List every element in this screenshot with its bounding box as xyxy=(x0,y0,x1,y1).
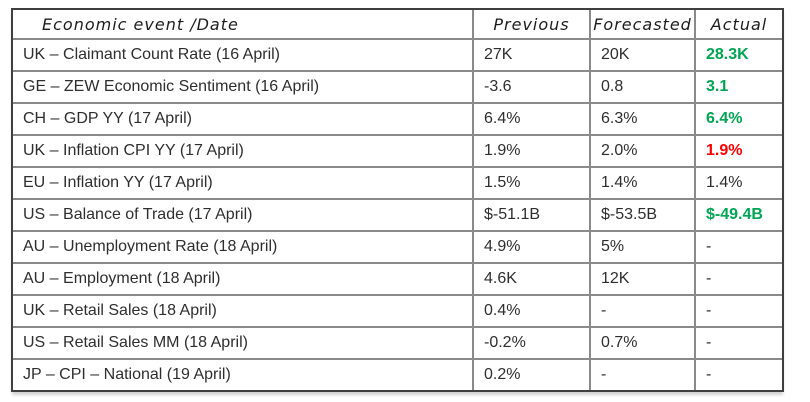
previous-cell: -3.6 xyxy=(473,71,591,104)
table-row: CH – GDP YY (17 April) 6.4% 6.3% 6.4% xyxy=(13,103,782,136)
table-row: UK – Claimant Count Rate (16 April) 27K … xyxy=(13,39,782,72)
forecasted-cell: 2.0% xyxy=(590,135,696,168)
economic-calendar-table: Economic event /Date Previous Forecasted… xyxy=(11,8,784,392)
previous-cell: 1.9% xyxy=(473,135,591,168)
previous-cell: 27K xyxy=(473,39,591,72)
economic-events-table: Economic event /Date Previous Forecasted… xyxy=(13,10,782,390)
table-row: AU – Unemployment Rate (18 April) 4.9% 5… xyxy=(13,231,782,264)
event-cell: JP – CPI – National (19 April) xyxy=(13,359,474,390)
previous-cell: 4.6K xyxy=(473,263,591,296)
table-row: UK – Retail Sales (18 April) 0.4% - - xyxy=(13,295,782,328)
previous-cell: $-51.1B xyxy=(473,199,591,232)
event-cell: UK – Claimant Count Rate (16 April) xyxy=(13,39,474,72)
actual-cell: 1.9% xyxy=(695,135,782,168)
actual-cell: - xyxy=(695,231,782,264)
table-row: AU – Employment (18 April) 4.6K 12K - xyxy=(13,263,782,296)
actual-cell: 3.1 xyxy=(695,71,782,104)
event-cell: US – Balance of Trade (17 April) xyxy=(13,199,474,232)
actual-cell: 28.3K xyxy=(695,39,782,72)
previous-cell: 0.4% xyxy=(473,295,591,328)
event-cell: US – Retail Sales MM (18 April) xyxy=(13,327,474,360)
forecasted-cell: 20K xyxy=(590,39,696,72)
forecasted-cell: 0.7% xyxy=(590,327,696,360)
actual-cell: $-49.4B xyxy=(695,199,782,232)
event-cell: AU – Employment (18 April) xyxy=(13,263,474,296)
previous-cell: 1.5% xyxy=(473,167,591,200)
header-row: Economic event /Date Previous Forecasted… xyxy=(13,10,782,40)
table-row: GE – ZEW Economic Sentiment (16 April) -… xyxy=(13,71,782,104)
table-row: US – Balance of Trade (17 April) $-51.1B… xyxy=(13,199,782,232)
actual-cell: 1.4% xyxy=(695,167,782,200)
forecasted-cell: 0.8 xyxy=(590,71,696,104)
column-header-previous: Previous xyxy=(473,10,591,40)
actual-cell: - xyxy=(706,366,712,383)
previous-cell: 6.4% xyxy=(473,103,591,136)
event-cell: GE – ZEW Economic Sentiment (16 April) xyxy=(13,71,474,104)
event-cell: CH – GDP YY (17 April) xyxy=(13,103,474,136)
column-header-forecasted: Forecasted xyxy=(590,10,696,40)
table-row: EU – Inflation YY (17 April) 1.5% 1.4% 1… xyxy=(13,167,782,200)
forecasted-cell: $-53.5B xyxy=(590,199,696,232)
previous-cell: -0.2% xyxy=(473,327,591,360)
table-row: UK – Inflation CPI YY (17 April) 1.9% 2.… xyxy=(13,135,782,168)
forecasted-cell: 5% xyxy=(590,231,696,264)
forecasted-cell: 1.4% xyxy=(590,167,696,200)
forecasted-cell: 6.3% xyxy=(590,103,696,136)
actual-cell: - xyxy=(695,263,782,296)
forecasted-cell: 12K xyxy=(590,263,696,296)
event-cell: UK – Retail Sales (18 April) xyxy=(13,295,474,328)
actual-cell: - xyxy=(695,327,782,360)
column-header-event: Economic event /Date xyxy=(13,10,474,40)
previous-cell: 4.9% xyxy=(473,231,591,264)
forecasted-cell: - xyxy=(590,295,696,328)
event-cell: EU – Inflation YY (17 April) xyxy=(13,167,474,200)
previous-cell: 0.2% xyxy=(473,359,591,390)
actual-cell: 6.4% xyxy=(695,103,782,136)
event-cell: AU – Unemployment Rate (18 April) xyxy=(13,231,474,264)
event-cell: UK – Inflation CPI YY (17 April) xyxy=(13,135,474,168)
table-row: US – Retail Sales MM (18 April) -0.2% 0.… xyxy=(13,327,782,360)
table-row: JP – CPI – National (19 April) 0.2% - - xyxy=(13,359,782,390)
forecasted-cell: - xyxy=(590,359,696,390)
column-header-actual: Actual xyxy=(695,10,782,40)
actual-cell: - xyxy=(695,295,782,328)
